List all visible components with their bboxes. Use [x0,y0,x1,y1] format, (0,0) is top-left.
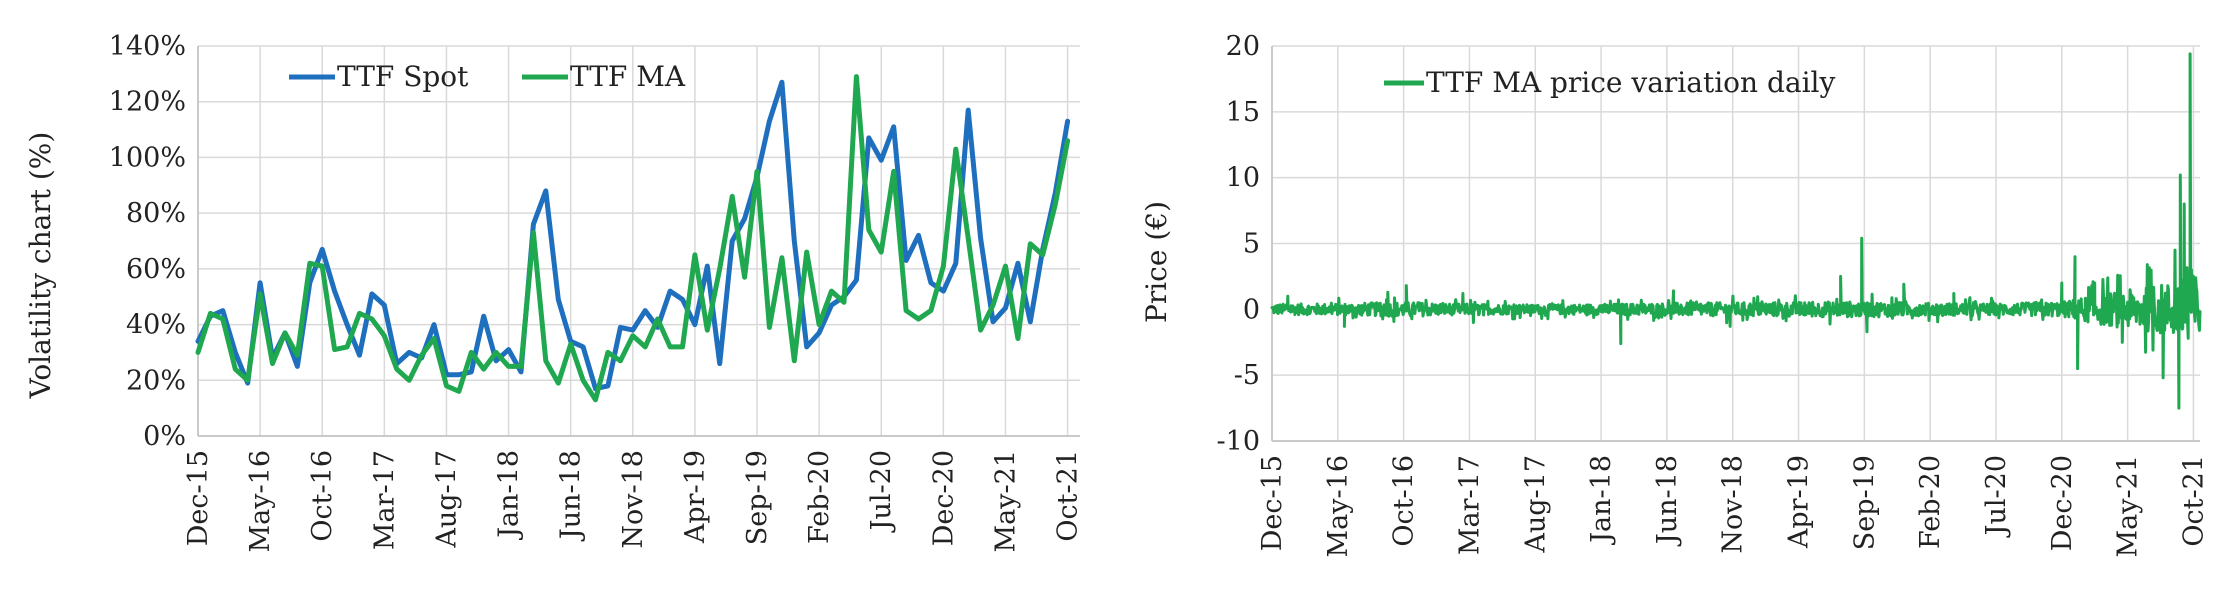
x-tick-label: Mar-17 [1454,455,1485,555]
chart-price-variation-y-axis-label: Price (€) [1140,201,1173,323]
x-tick-label: Apr-19 [1784,455,1815,549]
chart-volatility-gridlines [197,45,1080,437]
x-tick-label: Jan-18 [1586,455,1617,546]
x-tick-label: Jun-18 [556,450,587,542]
x-tick-label: Dec-20 [928,450,959,546]
x-tick-label: May-21 [990,450,1021,552]
y-tick-label: 20 [1226,31,1260,62]
chart-price-variation-gridlines [1271,45,2200,442]
y-tick-label: 120% [109,87,186,118]
x-tick-label: Oct-21 [2178,455,2209,547]
chart-price-variation-legend: TTF MA price variation daily [1384,66,1835,99]
x-tick-label: Jul-20 [1981,455,2012,538]
series-line-ttf-ma [195,74,1071,403]
y-tick-label: 40% [126,310,186,341]
series-line-ttf-spot [195,79,1071,392]
x-tick-label: Oct-21 [1053,450,1084,542]
y-tick-label: 5 [1243,229,1260,260]
legend-label-ttf-ma: TTF MA [570,60,686,93]
legend-label-ttf-spot: TTF Spot [337,60,469,93]
series-line-ttf-ma-price-variation-daily [1270,52,2202,410]
y-tick-label: 20% [126,365,186,396]
y-tick-label: 60% [126,254,186,285]
x-tick-label: May-16 [245,450,276,552]
x-tick-label: May-21 [2113,455,2144,557]
y-tick-label: -10 [1217,426,1260,457]
chart-volatility: 0% 20% 40% 60% 80% 100% 120% 140% Dec-15 May-16 O… [24,31,1084,552]
x-tick-label: Feb-20 [804,450,835,544]
x-tick-label: Aug-17 [1520,455,1551,554]
x-tick-label: Oct-16 [1389,455,1420,547]
y-tick-label: 80% [126,198,186,229]
legend-label-ttf-ma-daily: TTF MA price variation daily [1426,66,1835,99]
chart-price-variation-y-tick-labels: -10 -5 0 5 10 15 20 [1217,31,1260,457]
y-tick-label: 0% [143,421,186,452]
x-tick-label: Mar-17 [369,450,400,550]
x-tick-label: Aug-17 [431,450,462,549]
x-tick-label: Sep-19 [742,450,773,545]
chart-price-variation: -10 -5 0 5 10 15 20 Dec-15 May-16 Oct-16 Mar-17 Au… [1140,31,2209,557]
y-tick-label: 140% [109,31,186,62]
x-tick-label: Nov-18 [618,450,649,549]
chart-volatility-x-tick-labels: Dec-15 May-16 Oct-16 Mar-17 Aug-17 Jan-18 Jun-… [183,450,1084,552]
y-tick-label: -5 [1234,360,1260,391]
x-tick-label: Dec-20 [2047,455,2078,551]
x-tick-label: May-16 [1323,455,1354,557]
x-tick-label: Jan-18 [494,450,525,541]
chart-volatility-legend: TTF Spot TTF MA [289,60,686,93]
y-tick-label: 10 [1226,163,1260,194]
x-tick-label: Jul-20 [866,450,897,533]
chart-volatility-series [195,74,1071,403]
y-tick-label: 15 [1226,97,1260,128]
y-tick-label: 0 [1243,294,1260,325]
x-tick-label: Jun-18 [1652,455,1683,547]
y-tick-label: 100% [109,142,186,173]
x-tick-label: Dec-15 [183,450,214,546]
x-tick-label: Feb-20 [1915,455,1946,549]
x-tick-label: Nov-18 [1718,455,1749,554]
chart-volatility-y-axis-label: Volatility chart (%) [24,132,57,400]
x-tick-label: Dec-15 [1257,455,1288,551]
x-tick-label: Sep-19 [1849,455,1880,550]
x-tick-label: Oct-16 [307,450,338,542]
chart-volatility-y-tick-labels: 0% 20% 40% 60% 80% 100% 120% 140% [109,31,186,452]
chart-price-variation-x-tick-labels: Dec-15 May-16 Oct-16 Mar-17 Aug-17 Jan-18 Jun-… [1257,455,2209,557]
x-tick-label: Apr-19 [680,450,711,544]
chart-price-variation-series [1270,52,2202,410]
